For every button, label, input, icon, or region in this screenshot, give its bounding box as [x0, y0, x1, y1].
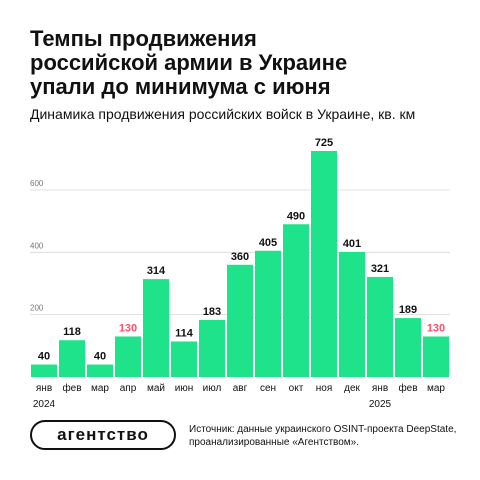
data-label: 130 [119, 322, 137, 334]
bar [339, 251, 365, 377]
bar [311, 151, 337, 377]
bar [423, 336, 449, 377]
bar [87, 364, 113, 377]
bar [31, 364, 57, 377]
data-label: 360 [231, 251, 249, 263]
bar [367, 276, 393, 377]
bar [395, 318, 421, 377]
x-tick-label: янв [372, 383, 388, 394]
x-tick-label: май [147, 383, 165, 394]
data-label: 401 [343, 238, 361, 250]
source-note: Источник: данные украинского OSINT-проек… [189, 424, 457, 448]
agentstvo-logo: агентство [30, 420, 176, 450]
bar [143, 279, 169, 377]
data-label: 114 [175, 327, 194, 339]
bar [283, 224, 309, 377]
data-label: 490 [287, 210, 305, 222]
year-label: 2025 [369, 399, 392, 410]
bar [171, 341, 197, 377]
bar [115, 336, 141, 377]
data-label: 130 [427, 322, 445, 334]
data-label: 40 [94, 351, 106, 363]
y-tick-label: 400 [30, 241, 44, 250]
data-label: 321 [371, 263, 389, 275]
x-tick-label: авг [233, 383, 248, 394]
x-tick-label: июл [203, 383, 222, 394]
x-tick-label: ноя [316, 383, 333, 394]
x-tick-label: сен [260, 383, 276, 394]
x-tick-label: мар [91, 383, 109, 394]
x-tick-label: июн [175, 383, 194, 394]
data-label: 40 [38, 351, 50, 363]
x-tick-label: фев [62, 382, 81, 394]
title-line: российской армии в Украине [30, 50, 348, 75]
bar [199, 319, 225, 377]
bar [227, 264, 253, 377]
data-label: 725 [315, 137, 333, 149]
data-label: 183 [203, 306, 221, 318]
y-tick-label: 200 [30, 304, 44, 313]
data-label: 314 [147, 265, 166, 277]
y-tick-label: 600 [30, 179, 44, 188]
data-label: 118 [63, 326, 81, 338]
title-line: упали до минимума с июня [30, 74, 331, 99]
data-label: 405 [259, 237, 277, 249]
year-label: 2024 [33, 399, 56, 410]
bar [255, 250, 281, 377]
x-tick-label: апр [120, 383, 137, 394]
chart-subtitle: Динамика продвижения российских войск в … [30, 106, 416, 122]
x-tick-label: фев [398, 382, 417, 394]
x-tick-label: янв [36, 383, 52, 394]
title-line: Темпы продвижения [30, 26, 257, 51]
x-tick-label: дек [344, 383, 360, 394]
chart-title: Темпы продвижения российской армии в Укр… [30, 27, 460, 99]
x-tick-label: окт [289, 383, 304, 394]
x-tick-label: мар [427, 383, 445, 394]
data-label: 189 [399, 304, 417, 316]
bar [59, 340, 85, 377]
